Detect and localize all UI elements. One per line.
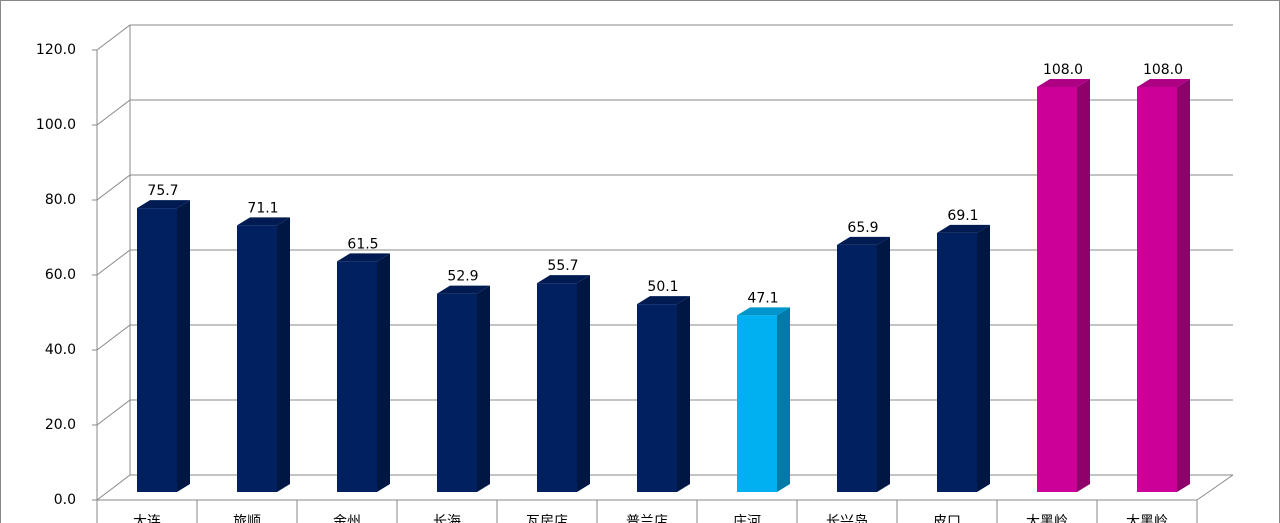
value-label: 61.5 [347, 236, 378, 252]
bar-side [377, 253, 390, 492]
x-tick-label: 长海 [433, 514, 461, 523]
bar-top [337, 253, 390, 262]
grid-line [96, 249, 131, 276]
bar-side [877, 236, 890, 492]
bar-side [277, 217, 290, 492]
y-tick-label: 40.0 [45, 342, 76, 358]
value-label: 71.1 [247, 200, 278, 216]
x-tick-label: 瓦房店 [526, 514, 568, 523]
bar-top [837, 236, 890, 245]
x-tick-label: 长兴岛 [826, 514, 868, 523]
bar-top [137, 200, 190, 209]
value-label: 108.0 [1043, 62, 1083, 78]
bar [237, 225, 277, 492]
x-tick-label: 大连 [133, 514, 161, 523]
y-tick-label: 100.0 [36, 117, 76, 133]
value-label: 65.9 [847, 220, 878, 236]
x-tick-label: 普兰店 [626, 514, 668, 523]
grid-line [96, 99, 131, 126]
value-label: 52.9 [447, 269, 478, 285]
bar-top [937, 224, 990, 233]
bar [937, 232, 977, 492]
y-tick-label: 20.0 [45, 417, 76, 433]
grid-line [96, 399, 131, 426]
bar [1137, 87, 1177, 492]
x-tick-label: 大黑岭 [1126, 514, 1168, 523]
y-tick-label: 80.0 [45, 192, 76, 208]
y-tick-label: 60.0 [45, 267, 76, 283]
bar-side [477, 285, 490, 492]
bar [437, 293, 477, 492]
grid-line [96, 324, 131, 351]
bar-side [1077, 79, 1090, 492]
bar-top [1137, 79, 1190, 87]
grid-line [96, 474, 131, 501]
y-tick-label: 0.0 [54, 492, 76, 508]
bar [737, 315, 777, 492]
bar-top [1037, 79, 1090, 87]
bar-side [177, 200, 190, 492]
value-label: 47.1 [747, 290, 778, 306]
axis-line [1196, 474, 1234, 501]
value-label: 69.1 [947, 208, 978, 224]
bar-side [777, 307, 790, 492]
value-label: 55.7 [547, 258, 578, 274]
x-tick-label: 庄河 [733, 513, 761, 523]
bar-side [677, 296, 690, 492]
x-tick-label: 大黑岭 [1026, 514, 1068, 523]
bar-top [437, 285, 490, 294]
bar [137, 208, 177, 492]
bar [637, 304, 677, 492]
bar-top [237, 217, 290, 226]
grid-line [96, 24, 131, 51]
bar-side [1177, 79, 1190, 492]
x-tick-label: 旅顺 [233, 514, 261, 523]
bar [1037, 87, 1077, 492]
value-label: 108.0 [1143, 62, 1183, 78]
x-tick-label: 金州 [333, 514, 361, 523]
grid-line [96, 174, 131, 201]
bar [537, 283, 577, 492]
bar-top [637, 296, 690, 305]
bar-side [977, 224, 990, 492]
bar-side [577, 275, 590, 492]
y-tick-label: 120.0 [36, 42, 76, 58]
bar [837, 244, 877, 492]
x-tick-label: 皮口 [933, 514, 961, 523]
value-label: 75.7 [147, 183, 178, 199]
bar [337, 261, 377, 492]
value-label: 50.1 [647, 279, 678, 295]
bar-top [537, 275, 590, 284]
bar-top [737, 307, 790, 316]
